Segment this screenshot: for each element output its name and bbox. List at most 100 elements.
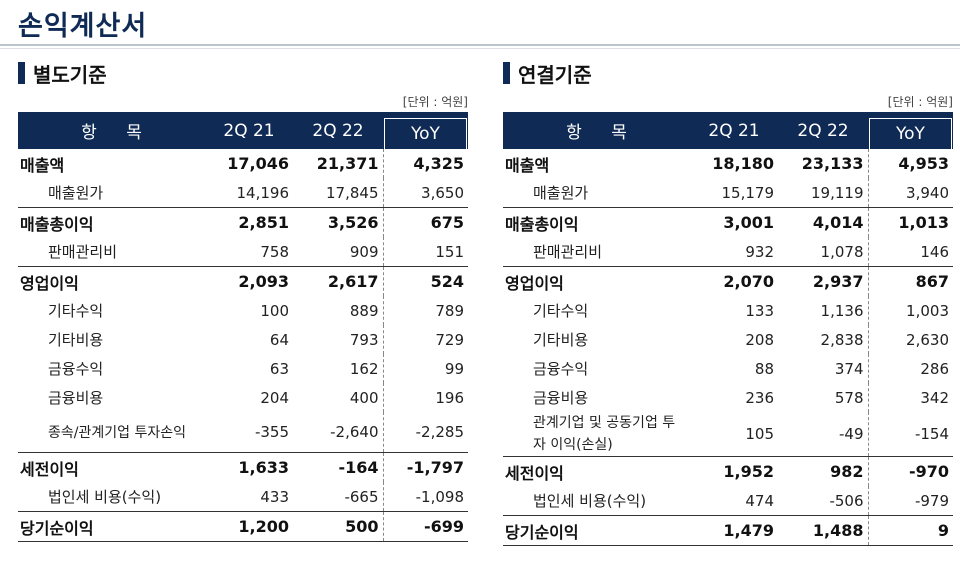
value-yoy: 729 xyxy=(382,325,468,354)
value-yoy: 675 xyxy=(382,207,468,237)
section-marker xyxy=(18,62,25,84)
value-2q21: -355 xyxy=(254,423,289,441)
value-2q22: 374 xyxy=(834,359,864,378)
value-2q22: 2,937 xyxy=(778,266,868,296)
header-2q22: 2Q 22 xyxy=(778,112,868,149)
page-title: 손익계산서 xyxy=(18,11,148,42)
value-2q21: 758 xyxy=(260,242,289,261)
consolidated-section: 연결기준 [단위 : 억원] 항 목 2Q 21 2Q 22 YoY 매출액 1… xyxy=(503,58,953,546)
value-2q22: 1,136 xyxy=(820,301,864,320)
value-2q22: 1,078 xyxy=(820,242,864,261)
table-row: 관계기업 및 공동기업 투자 이익(손실) 105 -49 -154 xyxy=(503,412,953,457)
value-2q22: -506 xyxy=(829,491,864,510)
table-row: 매출총이익 3,001 4,014 1,013 xyxy=(503,207,953,237)
row-label: 기타비용 xyxy=(48,331,104,349)
table-row: 금융수익 88 374 286 xyxy=(503,354,953,383)
value-2q21: 932 xyxy=(745,242,774,261)
value-yoy: 4,325 xyxy=(382,149,468,178)
table-row: 기타수익 100 889 789 xyxy=(18,296,468,325)
row-label: 판매관리비 xyxy=(533,243,603,261)
table-row: 세전이익 1,952 982 -970 xyxy=(503,456,953,486)
row-label: 세전이익 xyxy=(18,452,205,482)
section-title: 별도기준 xyxy=(33,62,107,87)
value-yoy: 789 xyxy=(382,296,468,325)
value-2q21: 15,179 xyxy=(721,183,775,202)
value-yoy: -1,098 xyxy=(382,482,468,512)
value-2q21: 1,952 xyxy=(690,456,778,486)
value-2q21: 208 xyxy=(745,330,774,349)
table-row: 영업이익 2,070 2,937 867 xyxy=(503,266,953,296)
header-item: 항 목 xyxy=(18,112,205,149)
value-2q22: 2,838 xyxy=(820,330,864,349)
value-2q21: 133 xyxy=(745,301,774,320)
table-row: 매출원가 15,179 19,119 3,940 xyxy=(503,178,953,208)
income-statement-table: 항 목 2Q 21 2Q 22 YoY 매출액 18,180 23,133 4,… xyxy=(503,112,953,546)
row-label: 기타비용 xyxy=(533,331,589,349)
row-label: 영업이익 xyxy=(503,266,690,296)
value-2q22: 982 xyxy=(778,456,868,486)
value-2q22: 3,526 xyxy=(293,207,383,237)
value-yoy: 286 xyxy=(867,354,953,383)
unit-label: [단위 : 억원] xyxy=(402,95,468,109)
section-marker xyxy=(503,62,510,84)
value-2q21: 63 xyxy=(269,359,289,378)
row-label: 매출총이익 xyxy=(18,207,205,237)
row-label: 법인세 비용(수익) xyxy=(533,492,647,510)
table-row: 당기순이익 1,200 500 -699 xyxy=(18,511,468,542)
value-2q21: 474 xyxy=(745,491,774,510)
value-2q22: 19,119 xyxy=(811,183,864,202)
value-yoy: -970 xyxy=(867,456,953,486)
title-divider xyxy=(0,44,960,46)
header-2q21: 2Q 21 xyxy=(205,112,293,149)
value-yoy: 196 xyxy=(382,383,468,412)
value-yoy: 151 xyxy=(382,237,468,267)
header-yoy-label: YoY xyxy=(869,118,952,149)
table-row: 법인세 비용(수익) 433 -665 -1,098 xyxy=(18,482,468,512)
value-yoy: 524 xyxy=(382,266,468,296)
value-yoy: -1,797 xyxy=(382,452,468,482)
value-2q21: 204 xyxy=(260,388,289,407)
table-row: 종속/관계기업 투자손익 -355 -2,640 -2,285 xyxy=(18,412,468,453)
table-row: 영업이익 2,093 2,617 524 xyxy=(18,266,468,296)
value-yoy: 99 xyxy=(382,354,468,383)
standalone-section: 별도기준 [단위 : 억원] 항 목 2Q 21 2Q 22 YoY 매출액 1… xyxy=(18,58,468,542)
value-2q21: 2,070 xyxy=(690,266,778,296)
title-divider-thin xyxy=(0,48,960,49)
value-2q22: 2,617 xyxy=(293,266,383,296)
table-row: 매출액 17,046 21,371 4,325 xyxy=(18,149,468,178)
value-yoy: -2,285 xyxy=(382,412,468,453)
value-yoy: 146 xyxy=(867,237,953,267)
value-2q22: 400 xyxy=(349,388,379,407)
value-2q21: 1,200 xyxy=(205,511,293,542)
row-label: 종속/관계기업 투자손익 xyxy=(48,425,186,441)
value-2q21: 17,046 xyxy=(227,154,289,173)
value-yoy: 2,630 xyxy=(867,325,953,354)
value-2q22: -164 xyxy=(293,452,383,482)
value-2q22: 793 xyxy=(349,330,379,349)
value-2q22: 578 xyxy=(834,388,864,407)
value-2q22: 17,845 xyxy=(326,183,379,202)
value-2q21: 105 xyxy=(745,425,774,443)
row-label: 매출액 xyxy=(20,155,65,175)
value-2q21: 2,851 xyxy=(205,207,293,237)
table-row: 당기순이익 1,479 1,488 9 xyxy=(503,515,953,546)
value-2q22: 889 xyxy=(349,301,379,320)
row-label: 금융수익 xyxy=(48,360,104,378)
value-yoy: 342 xyxy=(867,383,953,412)
row-label: 세전이익 xyxy=(503,456,690,486)
header-item: 항 목 xyxy=(503,112,690,149)
row-label: 관계기업 및 공동기업 투자 이익(손실) xyxy=(533,415,676,453)
table-row: 법인세 비용(수익) 474 -506 -979 xyxy=(503,486,953,516)
table-row: 세전이익 1,633 -164 -1,797 xyxy=(18,452,468,482)
value-2q22: 1,488 xyxy=(778,515,868,546)
value-2q21: 88 xyxy=(754,359,774,378)
header-2q22: 2Q 22 xyxy=(293,112,383,149)
table-row: 기타수익 133 1,136 1,003 xyxy=(503,296,953,325)
row-label: 금융비용 xyxy=(48,389,104,407)
value-yoy: -154 xyxy=(867,412,953,457)
header-yoy: YoY xyxy=(383,112,468,149)
value-2q21: 3,001 xyxy=(690,207,778,237)
section-header: 연결기준 xyxy=(503,58,953,88)
row-label: 법인세 비용(수익) xyxy=(48,488,162,506)
row-label: 금융비용 xyxy=(533,389,589,407)
